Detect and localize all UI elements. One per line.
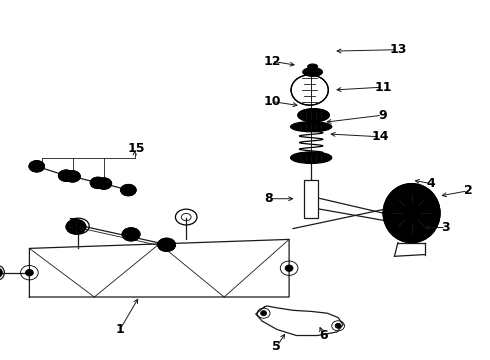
Ellipse shape <box>96 178 112 189</box>
Text: 15: 15 <box>127 142 145 155</box>
Text: 6: 6 <box>319 329 328 342</box>
Ellipse shape <box>90 177 106 189</box>
Text: 3: 3 <box>441 221 450 234</box>
Ellipse shape <box>261 311 267 316</box>
Text: 13: 13 <box>389 43 407 56</box>
Ellipse shape <box>25 269 33 276</box>
Ellipse shape <box>291 152 332 163</box>
Text: 10: 10 <box>263 95 281 108</box>
Ellipse shape <box>402 203 421 223</box>
Text: 9: 9 <box>378 109 387 122</box>
Text: 8: 8 <box>264 192 273 205</box>
Ellipse shape <box>303 68 322 76</box>
Ellipse shape <box>122 228 140 241</box>
Ellipse shape <box>58 170 74 181</box>
Text: 7: 7 <box>68 217 77 230</box>
Text: 14: 14 <box>371 130 389 143</box>
Ellipse shape <box>308 64 318 69</box>
Ellipse shape <box>66 220 86 234</box>
Ellipse shape <box>65 171 80 182</box>
Ellipse shape <box>383 184 440 243</box>
FancyBboxPatch shape <box>304 180 318 218</box>
Ellipse shape <box>285 265 293 271</box>
Text: 12: 12 <box>263 55 281 68</box>
Ellipse shape <box>298 109 329 122</box>
Ellipse shape <box>335 323 341 328</box>
Ellipse shape <box>121 184 136 196</box>
Text: 4: 4 <box>427 177 436 190</box>
Text: 2: 2 <box>464 184 472 197</box>
Text: 5: 5 <box>272 340 281 353</box>
Ellipse shape <box>291 122 332 132</box>
Ellipse shape <box>29 161 45 172</box>
Ellipse shape <box>158 238 175 251</box>
Ellipse shape <box>0 268 2 277</box>
Text: 1: 1 <box>116 323 124 336</box>
Text: 11: 11 <box>374 81 392 94</box>
